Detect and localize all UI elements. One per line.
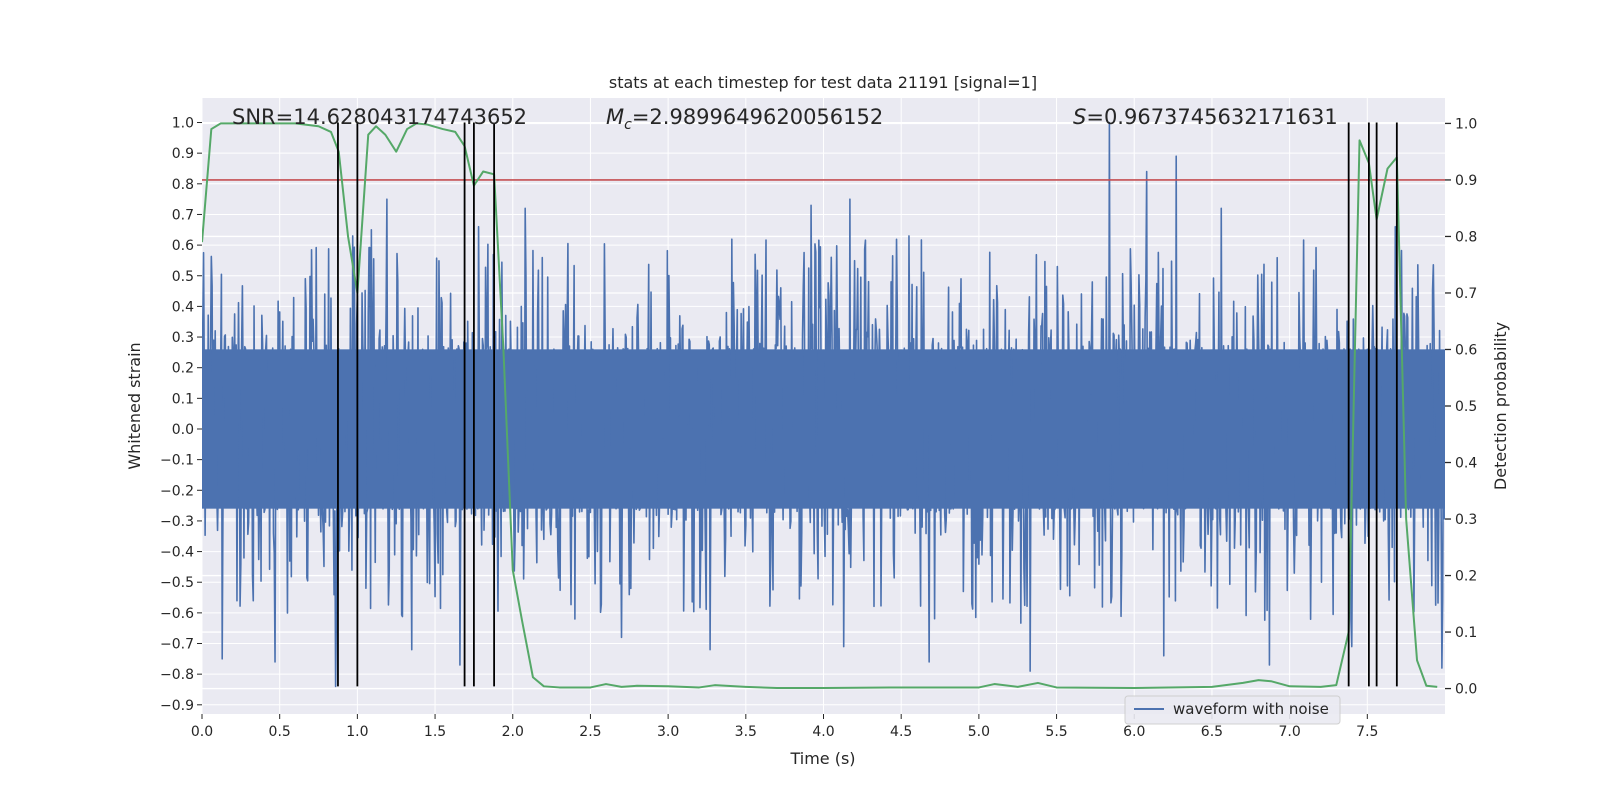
s-annotation: S=0.9673745632171631: [1073, 105, 1338, 129]
s-symbol: S: [1073, 105, 1086, 129]
y2-tick-label-3: 0.3: [1455, 512, 1477, 528]
waveform-line: [202, 121, 1445, 688]
y-tick-label-15: 0.6: [172, 238, 194, 254]
legend-box: [1124, 695, 1341, 725]
x-tick-label-3: 1.5: [424, 724, 446, 740]
y2-tick-label-8: 0.8: [1455, 229, 1477, 245]
y2-tick-label-6: 0.6: [1455, 342, 1477, 358]
x-tick-label-0: 0.0: [191, 724, 213, 740]
y-axis-label: Whitened strain: [125, 342, 144, 469]
chart-title: stats at each timestep for test data 211…: [609, 73, 1037, 92]
y-tick-label-10: 0.1: [172, 391, 194, 407]
probability-line: [202, 122, 1438, 689]
y-tick-label-11: 0.2: [172, 361, 194, 377]
x-tick-label-2: 1.0: [346, 724, 368, 740]
waveform-series: [202, 121, 1445, 688]
x-tick-label-6: 3.0: [657, 724, 679, 740]
y2-axis-label: Detection probability: [1491, 322, 1510, 490]
chirp-mass-value: =2.9899649620056152: [632, 105, 883, 129]
y-tick-label-13: 0.4: [172, 299, 194, 315]
detection-lines: [337, 122, 1398, 687]
y2-tick-label-5: 0.5: [1455, 399, 1477, 415]
x-tick-label-12: 6.0: [1123, 724, 1145, 740]
y-tick-label-6: −0.3: [160, 514, 194, 530]
y-tick-label-2: −0.7: [160, 637, 194, 653]
y-tick-label-9: 0.0: [172, 422, 194, 438]
x-tick-label-14: 7.0: [1278, 724, 1300, 740]
y-tick-label-19: 1.0: [172, 116, 194, 132]
chirp-mass-annotation: Mc=2.9899649620056152: [606, 105, 883, 133]
y-tick-label-12: 0.3: [172, 330, 194, 346]
chirp-mass-subscript: c: [624, 117, 632, 133]
y2-tick-label-9: 0.9: [1455, 173, 1477, 189]
x-tick-label-15: 7.5: [1356, 724, 1378, 740]
s-value: =0.9673745632171631: [1086, 105, 1337, 129]
y2-axis-ticks: 0.0 0.1 0.2 0.3 0.4 0.5 0.6 0.7 0.8 0.9 1.0: [1445, 116, 1477, 698]
y-tick-label-1: −0.8: [160, 667, 194, 683]
y-tick-label-0: −0.9: [160, 698, 194, 714]
y2-tick-label-0: 0.0: [1455, 682, 1477, 698]
snr-annotation: SNR=14.628043174743652: [232, 105, 527, 129]
y2-tick-label-4: 0.4: [1455, 456, 1477, 472]
legend-label: waveform with noise: [1173, 700, 1329, 718]
y-tick-label-18: 0.9: [172, 146, 194, 162]
y2-tick-label-2: 0.2: [1455, 569, 1477, 585]
x-axis-label: Time (s): [789, 749, 855, 768]
y-tick-label-17: 0.8: [172, 177, 194, 193]
y-tick-label-3: −0.6: [160, 606, 194, 622]
y-tick-label-16: 0.7: [172, 207, 194, 223]
y2-tick-label-10: 1.0: [1455, 116, 1477, 132]
y-tick-label-5: −0.4: [160, 545, 194, 561]
probability-series: [202, 122, 1438, 689]
y-tick-label-14: 0.5: [172, 269, 194, 285]
x-tick-label-1: 0.5: [269, 724, 291, 740]
x-tick-label-13: 6.5: [1201, 724, 1223, 740]
x-axis-ticks: 0.0 0.5 1.0 1.5 2.0 2.5 3.0 3.5 4.0 4.5 5.0 5.5 6.0 6…: [191, 714, 1378, 740]
x-tick-label-7: 3.5: [735, 724, 757, 740]
x-tick-label-10: 5.0: [968, 724, 990, 740]
x-tick-label-11: 5.5: [1045, 724, 1067, 740]
y2-tick-label-1: 0.1: [1455, 625, 1477, 641]
y-axis-ticks: −0.9 −0.8 −0.7 −0.6 −0.5 −0.4 −0.3 −0.2 −0.1 0.0 0…: [160, 116, 202, 714]
chirp-mass-symbol: M: [606, 105, 624, 129]
y-tick-label-4: −0.5: [160, 575, 194, 591]
x-tick-label-9: 4.5: [890, 724, 912, 740]
legend: waveform with noise: [1124, 695, 1341, 725]
y-tick-label-8: −0.1: [160, 453, 194, 469]
x-tick-label-8: 4.0: [812, 724, 834, 740]
y2-tick-label-7: 0.7: [1455, 286, 1477, 302]
y-tick-label-7: −0.2: [160, 483, 194, 499]
x-tick-label-5: 2.5: [579, 724, 601, 740]
x-tick-label-4: 2.0: [502, 724, 524, 740]
